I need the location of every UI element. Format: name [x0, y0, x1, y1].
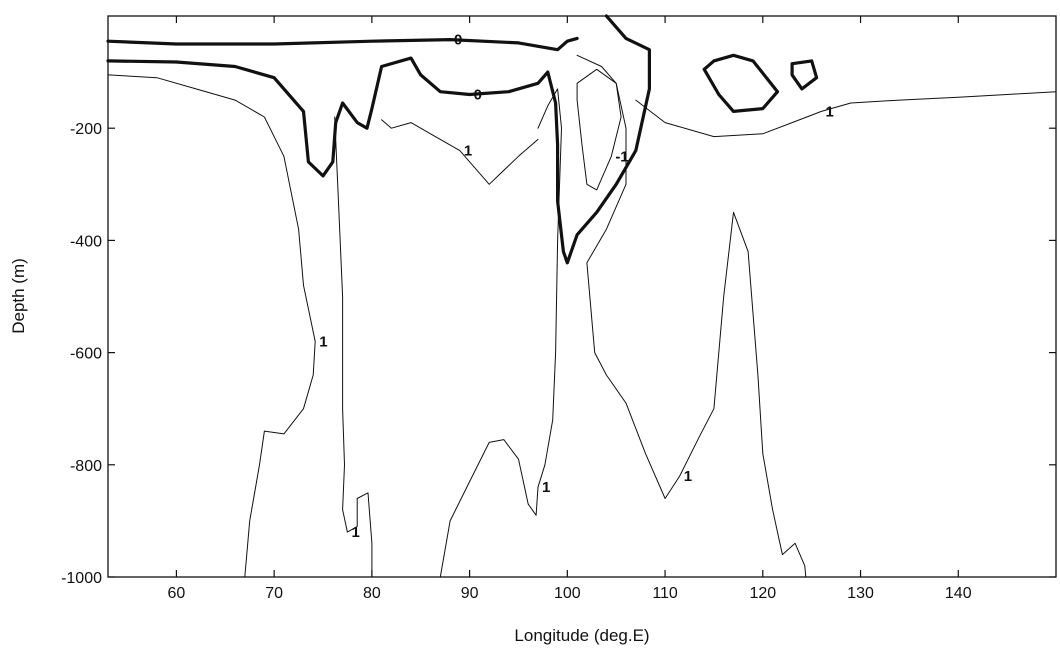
x-tick-label: 140: [945, 585, 972, 602]
contour-line-level-0: [106, 36, 579, 52]
y-tick-label: -600: [70, 346, 102, 363]
contour-line-level-0: [702, 53, 780, 113]
y-axis: -200 -400 -600 -800 -1000: [61, 121, 1056, 587]
contour-label: 0: [454, 32, 462, 49]
y-tick-label: -400: [70, 233, 102, 250]
x-tick-label: 60: [168, 585, 186, 602]
contour-labels: 0 0 1 1 1 1 1 1 -1: [319, 32, 834, 542]
x-axis-title: Longitude (deg.E): [514, 626, 649, 645]
contour-line-level-1: [576, 54, 807, 578]
contour-line-level-1: [334, 116, 373, 578]
plot-frame: [107, 15, 1057, 578]
y-tick-label: -800: [70, 458, 102, 475]
contour-label: -1: [615, 148, 628, 165]
x-axis: 60 70 80 90 100 110 120 130 140: [168, 16, 972, 602]
contour-label: 1: [684, 468, 692, 485]
x-tick-label: 110: [652, 585, 678, 602]
contour-line-level-1: [381, 119, 539, 185]
contour-label: 0: [474, 87, 482, 104]
y-tick-label: -1000: [61, 570, 102, 587]
contour-line-level-neg1: [576, 68, 622, 191]
x-tick-label: 90: [461, 585, 479, 602]
x-tick-label: 120: [749, 585, 776, 602]
x-tick-label: 70: [265, 585, 283, 602]
contour-label: 1: [319, 333, 327, 350]
contour-label: 1: [542, 479, 550, 496]
contour-label: 1: [825, 103, 833, 120]
x-tick-label: 100: [554, 585, 581, 602]
contour-line-level-0: [790, 59, 819, 91]
contour-label: 1: [464, 143, 472, 160]
x-tick-label: 80: [363, 585, 381, 602]
contour-line-level-1: [635, 91, 1057, 138]
contour-lines: [106, 14, 1057, 578]
contour-line-level-1: [439, 88, 562, 578]
x-tick-label: 130: [847, 585, 874, 602]
contour-line-level-1: [107, 74, 316, 578]
contour-label: 1: [351, 524, 359, 541]
y-axis-title: Depth (m): [9, 258, 28, 334]
y-tick-label: -200: [70, 121, 102, 138]
contour-line-level-0: [106, 14, 651, 265]
